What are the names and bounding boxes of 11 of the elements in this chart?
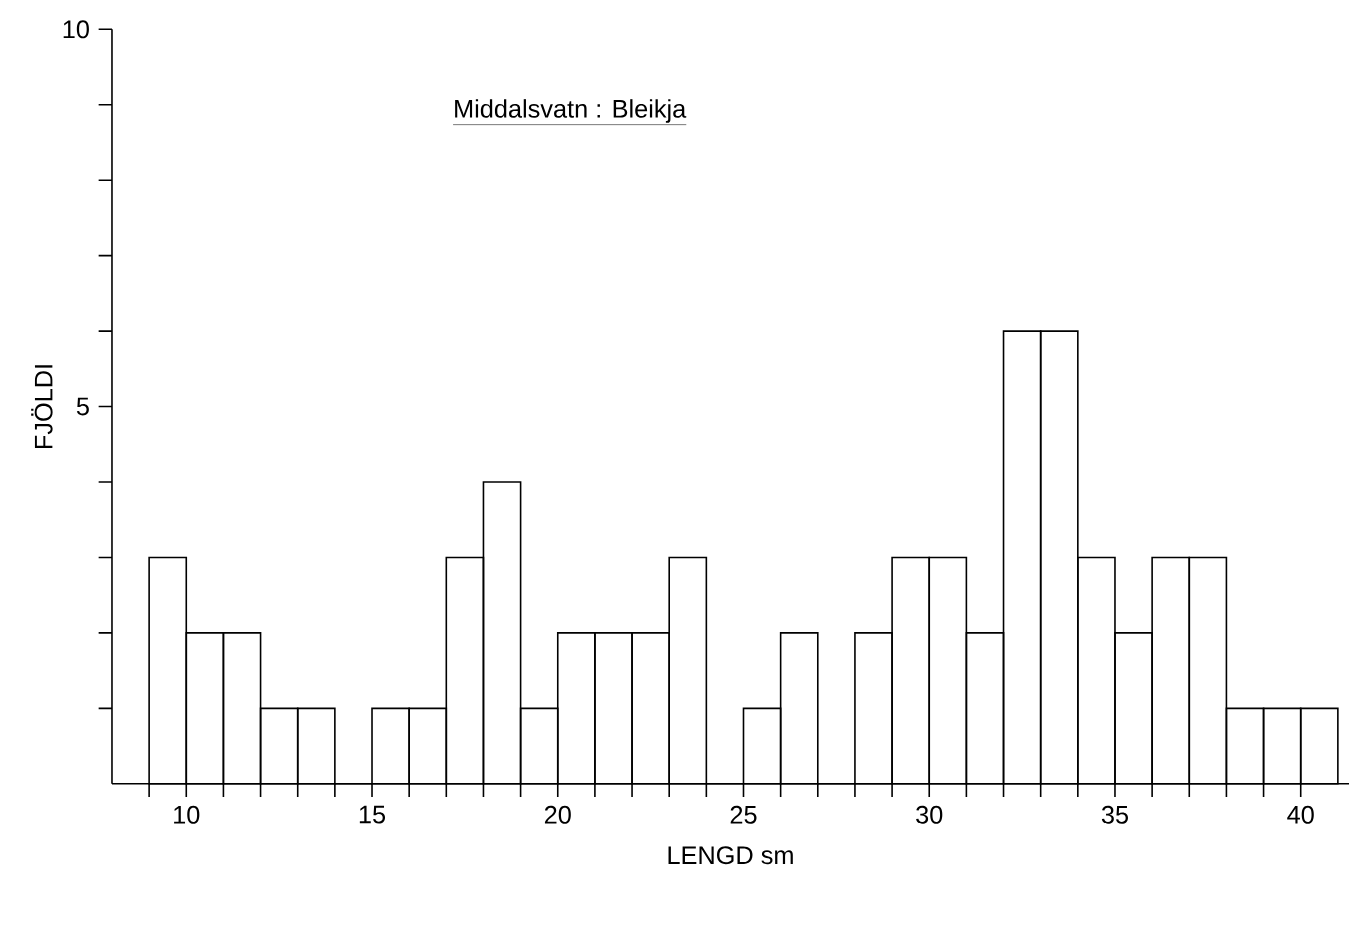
x-axis-title: LENGD sm — [668, 846, 793, 864]
text: Middalsvatn : Bleikja — [455, 98, 687, 123]
x-tick-label: 25 — [730, 805, 757, 824]
x-tick-label: 15 — [359, 805, 386, 824]
x-tick-label: 20 — [544, 805, 571, 824]
x-tick-label: 40 — [1287, 805, 1314, 824]
x-tick-label: 35 — [1101, 805, 1128, 824]
y-tick-label: 5 — [76, 397, 89, 416]
x-tick-label: 30 — [916, 805, 943, 824]
x-tick-label: 10 — [174, 805, 200, 824]
y-axis-title: FJÖLDI — [31, 365, 53, 448]
